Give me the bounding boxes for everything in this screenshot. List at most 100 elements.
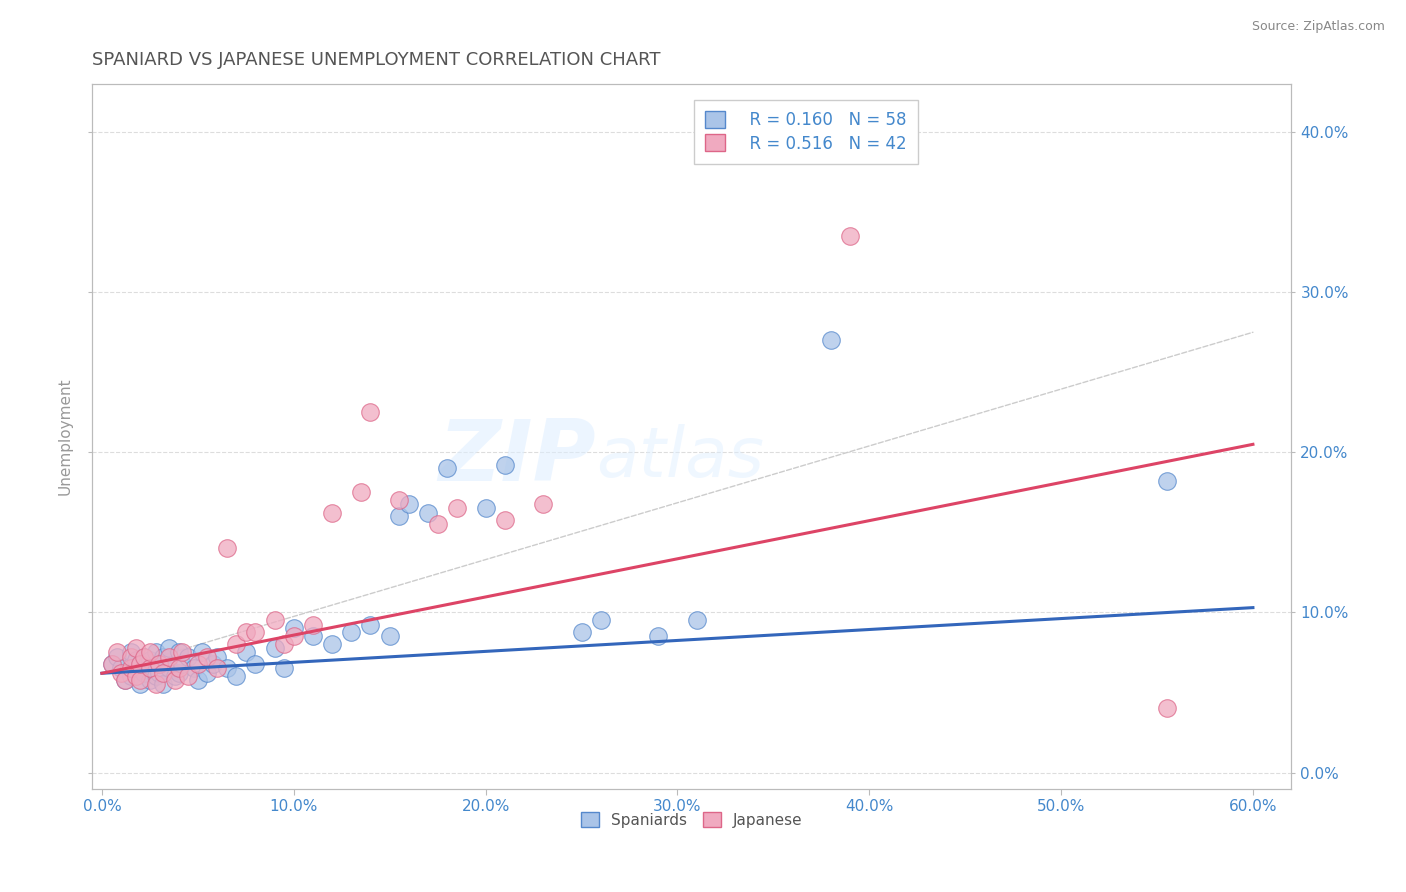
Point bbox=[302, 618, 325, 632]
Point bbox=[187, 657, 209, 671]
Point bbox=[321, 637, 343, 651]
Point bbox=[685, 614, 707, 628]
Point bbox=[187, 673, 209, 687]
Point bbox=[436, 461, 458, 475]
Point bbox=[321, 506, 343, 520]
Point bbox=[110, 661, 132, 675]
Point bbox=[225, 669, 247, 683]
Point bbox=[125, 669, 148, 683]
Point bbox=[139, 653, 162, 667]
Point bbox=[129, 677, 152, 691]
Point bbox=[273, 637, 295, 651]
Point bbox=[172, 657, 194, 671]
Y-axis label: Unemployment: Unemployment bbox=[58, 377, 72, 495]
Point bbox=[359, 405, 381, 419]
Text: Source: ZipAtlas.com: Source: ZipAtlas.com bbox=[1251, 20, 1385, 33]
Point bbox=[129, 657, 152, 671]
Point bbox=[235, 645, 257, 659]
Point bbox=[157, 640, 180, 655]
Point bbox=[426, 517, 449, 532]
Point bbox=[148, 666, 170, 681]
Point bbox=[416, 506, 439, 520]
Point bbox=[531, 497, 554, 511]
Point bbox=[145, 645, 167, 659]
Point bbox=[283, 622, 305, 636]
Point bbox=[215, 661, 238, 675]
Text: atlas: atlas bbox=[596, 424, 763, 491]
Point bbox=[145, 669, 167, 683]
Point bbox=[167, 645, 190, 659]
Point bbox=[139, 673, 162, 687]
Point bbox=[647, 629, 669, 643]
Point bbox=[245, 657, 267, 671]
Point bbox=[245, 624, 267, 639]
Point bbox=[839, 229, 862, 244]
Point bbox=[388, 509, 411, 524]
Legend: Spaniards, Japanese: Spaniards, Japanese bbox=[575, 805, 808, 834]
Point bbox=[235, 624, 257, 639]
Point bbox=[114, 673, 136, 687]
Point bbox=[263, 640, 285, 655]
Point bbox=[197, 666, 219, 681]
Point bbox=[157, 650, 180, 665]
Point bbox=[132, 650, 155, 665]
Point bbox=[283, 629, 305, 643]
Point bbox=[388, 493, 411, 508]
Point bbox=[132, 666, 155, 681]
Point bbox=[100, 657, 122, 671]
Point bbox=[446, 501, 468, 516]
Point bbox=[120, 645, 142, 659]
Text: ZIP: ZIP bbox=[439, 416, 596, 499]
Point bbox=[197, 650, 219, 665]
Point bbox=[378, 629, 401, 643]
Point bbox=[163, 669, 186, 683]
Point bbox=[190, 645, 212, 659]
Point bbox=[125, 640, 148, 655]
Point bbox=[494, 458, 516, 472]
Point bbox=[110, 666, 132, 681]
Point bbox=[139, 645, 162, 659]
Point bbox=[202, 657, 225, 671]
Point bbox=[129, 673, 152, 687]
Point bbox=[172, 645, 194, 659]
Point bbox=[129, 657, 152, 671]
Point bbox=[359, 618, 381, 632]
Point bbox=[114, 673, 136, 687]
Point bbox=[494, 512, 516, 526]
Point bbox=[125, 661, 148, 675]
Point bbox=[1156, 701, 1178, 715]
Point bbox=[167, 661, 190, 675]
Point bbox=[148, 657, 170, 671]
Point bbox=[177, 669, 200, 683]
Point bbox=[340, 624, 363, 639]
Point bbox=[152, 677, 174, 691]
Point bbox=[163, 673, 186, 687]
Point bbox=[225, 637, 247, 651]
Point bbox=[139, 661, 162, 675]
Point bbox=[205, 650, 228, 665]
Point bbox=[183, 661, 205, 675]
Point bbox=[105, 650, 128, 665]
Point bbox=[167, 666, 190, 681]
Point bbox=[132, 650, 155, 665]
Point bbox=[120, 650, 142, 665]
Point bbox=[120, 661, 142, 675]
Point bbox=[105, 645, 128, 659]
Point bbox=[302, 629, 325, 643]
Point bbox=[100, 657, 122, 671]
Point bbox=[474, 501, 496, 516]
Point bbox=[350, 485, 373, 500]
Point bbox=[120, 669, 142, 683]
Point bbox=[148, 657, 170, 671]
Point bbox=[152, 650, 174, 665]
Point bbox=[571, 624, 593, 639]
Text: SPANIARD VS JAPANESE UNEMPLOYMENT CORRELATION CHART: SPANIARD VS JAPANESE UNEMPLOYMENT CORREL… bbox=[93, 51, 661, 69]
Point bbox=[139, 661, 162, 675]
Point bbox=[215, 541, 238, 556]
Point bbox=[157, 661, 180, 675]
Point bbox=[152, 666, 174, 681]
Point bbox=[263, 614, 285, 628]
Point bbox=[820, 333, 842, 347]
Point bbox=[273, 661, 295, 675]
Point bbox=[1156, 474, 1178, 488]
